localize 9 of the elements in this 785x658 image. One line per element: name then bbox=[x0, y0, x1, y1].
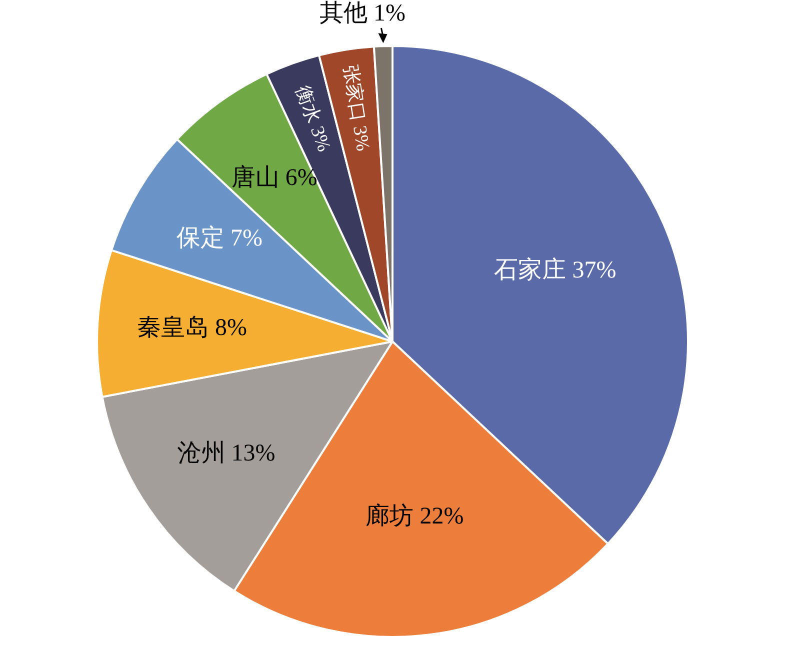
slice-label: 保定 7% bbox=[176, 224, 263, 252]
slice-label: 其他 1% bbox=[320, 0, 406, 26]
slice-label: 秦皇岛 8% bbox=[136, 315, 247, 342]
slice-label: 沧州 13% bbox=[177, 440, 276, 467]
slice-label: 唐山 6% bbox=[231, 164, 318, 192]
slice-label: 张家口 3% bbox=[338, 63, 374, 153]
slice-label: 石家庄 37% bbox=[494, 256, 616, 284]
slice-label: 衡水 3% bbox=[292, 83, 334, 155]
slice-label: 廊坊 22% bbox=[366, 502, 464, 530]
